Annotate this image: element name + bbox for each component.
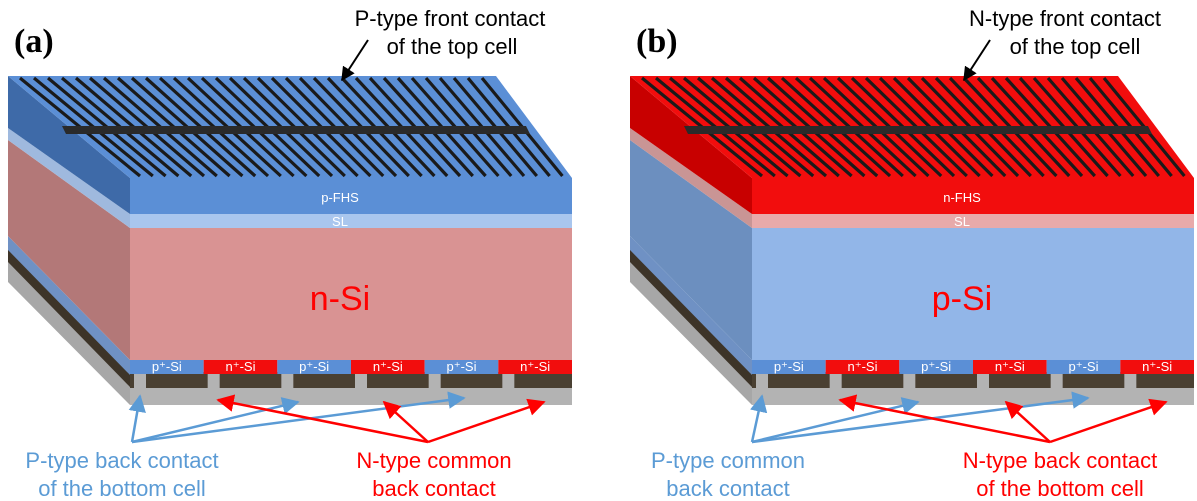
- gray-base-side: [630, 258, 752, 405]
- panel-b-left-callout-line1: P-type common: [651, 448, 805, 473]
- fhs-layer: [752, 178, 1194, 214]
- panel-a-front-line2: of the top cell: [387, 34, 518, 59]
- segment-n: [973, 360, 1047, 374]
- segment-n: [825, 360, 900, 374]
- segment-label: n⁺-Si: [373, 359, 403, 374]
- back-contact-tab: [355, 374, 367, 390]
- panel-b-right-callout-line2: of the bottom cell: [976, 476, 1144, 501]
- panel-b: n-FHS SL p-Si p⁺-Si n⁺-Si p⁺-Si n⁺-Si p⁺-Si n…: [630, 76, 1194, 405]
- back-segments: p⁺-Si n⁺-Si p⁺-Si n⁺-Si p⁺-Si n⁺-Si: [130, 359, 572, 390]
- panel-a-left-callout-line1: P-type back contact: [25, 448, 218, 473]
- sl-side: [630, 128, 752, 228]
- segment-n: [1120, 360, 1194, 374]
- panel-a-left-callout-line2: of the bottom cell: [38, 476, 206, 501]
- segment-label: n⁺-Si: [995, 359, 1025, 374]
- back-contact-tab: [1050, 374, 1063, 390]
- contact-strip-side: [8, 236, 130, 375]
- segment-n: [498, 360, 572, 374]
- contact-strip-side: [630, 236, 752, 375]
- segment-label: n⁺-Si: [226, 359, 256, 374]
- segment-label: p⁺-Si: [152, 359, 182, 374]
- segment-p: [752, 360, 826, 374]
- back-segments: p⁺-Si n⁺-Si p⁺-Si n⁺-Si p⁺-Si n⁺-Si: [752, 359, 1194, 390]
- back-contact-tab: [829, 374, 842, 390]
- panel-a-blue-arrows: [128, 391, 466, 444]
- panel-a-front-arrow: [341, 39, 369, 82]
- panel-b-front-line2: of the top cell: [1010, 34, 1141, 59]
- segment-label: p⁺-Si: [447, 359, 477, 374]
- sl-label: SL: [332, 214, 348, 229]
- dark-layer: [130, 372, 572, 388]
- panel-b-left-callout-line2: back contact: [666, 476, 790, 501]
- bulk-layer: [752, 228, 1194, 360]
- busbar: [684, 126, 1152, 134]
- segment-label: n⁺-Si: [1142, 359, 1172, 374]
- panel-b-blue-arrows: [750, 391, 1090, 444]
- fhs-side: [8, 76, 130, 214]
- segment-p: [277, 360, 351, 374]
- segment-n: [203, 360, 278, 374]
- bulk-side: [630, 140, 752, 360]
- back-contact-tab: [134, 374, 146, 390]
- sl-layer: [752, 214, 1194, 228]
- back-contact-tab: [903, 374, 916, 390]
- panel-a: p-FHS SL n-Si p⁺-Si n⁺-Si p⁺-Si n⁺-Si p⁺-Si n…: [8, 76, 572, 405]
- segment-n: [351, 360, 425, 374]
- sl-label: SL: [954, 214, 970, 229]
- segment-label: p⁺-Si: [774, 359, 804, 374]
- segment-p: [424, 360, 499, 374]
- sl-side: [8, 128, 130, 228]
- back-contact-tab: [502, 374, 515, 390]
- fhs-side: [630, 76, 752, 214]
- segment-label: p⁺-Si: [299, 359, 329, 374]
- bulk-side: [8, 140, 130, 360]
- panel-a-right-callout-line1: N-type common: [356, 448, 511, 473]
- segment-label: p⁺-Si: [1069, 359, 1099, 374]
- segment-p: [1046, 360, 1121, 374]
- back-contact-tab: [428, 374, 441, 390]
- dark-layer: [752, 372, 1194, 388]
- back-contact-tab: [1124, 374, 1137, 390]
- panel-b-red-arrows: [838, 394, 1168, 444]
- segment-label: n⁺-Si: [520, 359, 550, 374]
- fhs-layer: [130, 178, 572, 214]
- segment-p: [130, 360, 204, 374]
- gray-base-side: [8, 258, 130, 405]
- panel-a-label: (a): [14, 23, 54, 60]
- bulk-label: n-Si: [310, 280, 370, 318]
- bulk-layer: [130, 228, 572, 360]
- fhs-label: p-FHS: [321, 190, 359, 205]
- panel-b-right-callout-line1: N-type back contact: [963, 448, 1157, 473]
- back-contact-tab: [281, 374, 294, 390]
- panel-b-front-line1: N-type front contact: [969, 6, 1161, 31]
- busbar: [62, 126, 530, 134]
- segment-label: n⁺-Si: [848, 359, 878, 374]
- segment-label: p⁺-Si: [921, 359, 951, 374]
- panel-b-front-arrow: [963, 39, 991, 82]
- back-contact-tab: [756, 374, 768, 390]
- bulk-label: p-Si: [932, 280, 992, 318]
- segment-p: [899, 360, 973, 374]
- sl-layer: [130, 214, 572, 228]
- panel-a-right-callout-line2: back contact: [372, 476, 496, 501]
- panel-b-label: (b): [636, 23, 678, 60]
- back-contact-tab: [207, 374, 220, 390]
- panel-a-red-arrows: [216, 394, 546, 444]
- panel-a-front-line1: P-type front contact: [355, 6, 546, 31]
- fhs-label: n-FHS: [943, 190, 981, 205]
- back-contact-tab: [977, 374, 989, 390]
